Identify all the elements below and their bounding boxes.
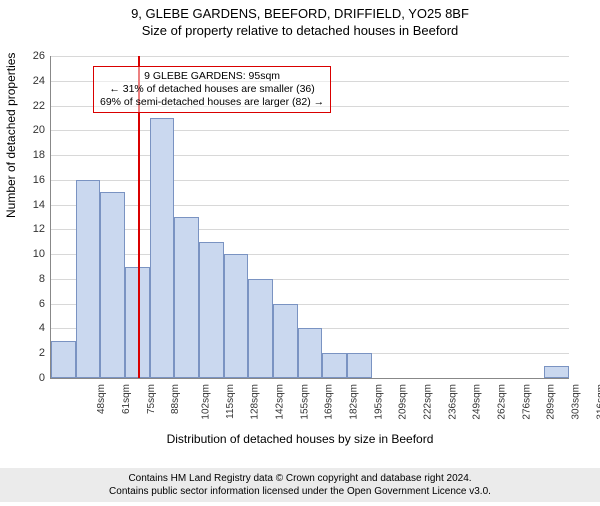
y-tick-label: 10 (5, 248, 45, 260)
histogram-bar (76, 180, 101, 378)
y-tick-label: 8 (5, 273, 45, 285)
histogram-bar (100, 192, 125, 378)
y-tick-label: 2 (5, 347, 45, 359)
x-tick-label: 102sqm (201, 384, 212, 420)
x-tick-label: 142sqm (275, 384, 286, 420)
x-tick-label: 48sqm (96, 384, 107, 414)
gridline (51, 56, 569, 57)
x-tick-label: 222sqm (423, 384, 434, 420)
gridline (51, 130, 569, 131)
gridline (51, 205, 569, 206)
x-tick-label: 169sqm (324, 384, 335, 420)
y-tick-label: 24 (5, 75, 45, 87)
histogram-bar (298, 328, 323, 378)
x-tick-label: 195sqm (373, 384, 384, 420)
x-tick-label: 182sqm (349, 384, 360, 420)
gridline (51, 229, 569, 230)
histogram-bar (224, 254, 249, 378)
histogram-bar (347, 353, 372, 378)
chart-container: 9 GLEBE GARDENS: 95sqm← 31% of detached … (0, 48, 600, 448)
histogram-bar (248, 279, 273, 378)
x-tick-label: 75sqm (146, 384, 157, 414)
y-tick-label: 14 (5, 199, 45, 211)
y-tick-label: 6 (5, 298, 45, 310)
y-tick-label: 26 (5, 50, 45, 62)
histogram-bar (273, 304, 298, 378)
histogram-bar (174, 217, 199, 378)
y-tick-label: 0 (5, 372, 45, 384)
histogram-bar (199, 242, 224, 378)
x-tick-label: 128sqm (250, 384, 261, 420)
x-tick-label: 249sqm (472, 384, 483, 420)
y-tick-label: 16 (5, 174, 45, 186)
x-tick-label: 289sqm (546, 384, 557, 420)
y-tick-label: 18 (5, 149, 45, 161)
y-tick-label: 4 (5, 322, 45, 334)
x-tick-label: 155sqm (299, 384, 310, 420)
x-tick-label: 88sqm (170, 384, 181, 414)
x-tick-label: 316sqm (595, 384, 600, 420)
annotation-smaller: ← 31% of detached houses are smaller (36… (100, 83, 324, 96)
histogram-bar (544, 366, 569, 378)
property-annotation: 9 GLEBE GARDENS: 95sqm← 31% of detached … (93, 66, 331, 113)
annotation-title: 9 GLEBE GARDENS: 95sqm (100, 70, 324, 83)
histogram-bar (51, 341, 76, 378)
histogram-bar (150, 118, 175, 378)
y-tick-label: 20 (5, 124, 45, 136)
x-tick-label: 276sqm (521, 384, 532, 420)
x-tick-label: 303sqm (571, 384, 582, 420)
footer-line-1: Contains HM Land Registry data © Crown c… (0, 472, 600, 485)
gridline (51, 254, 569, 255)
x-tick-label: 236sqm (447, 384, 458, 420)
x-tick-label: 61sqm (121, 384, 132, 414)
footer-attribution: Contains HM Land Registry data © Crown c… (0, 468, 600, 502)
gridline (51, 155, 569, 156)
x-axis-label: Distribution of detached houses by size … (0, 432, 600, 446)
x-tick-label: 209sqm (398, 384, 409, 420)
gridline (51, 180, 569, 181)
chart-title-sub: Size of property relative to detached ho… (0, 23, 600, 38)
y-tick-label: 12 (5, 223, 45, 235)
annotation-larger: 69% of semi-detached houses are larger (… (100, 96, 324, 109)
x-tick-label: 115sqm (225, 384, 236, 419)
chart-title-main: 9, GLEBE GARDENS, BEEFORD, DRIFFIELD, YO… (0, 6, 600, 21)
histogram-bar (322, 353, 347, 378)
footer-line-2: Contains public sector information licen… (0, 485, 600, 498)
y-tick-label: 22 (5, 100, 45, 112)
plot-area: 9 GLEBE GARDENS: 95sqm← 31% of detached … (50, 56, 569, 379)
x-tick-label: 262sqm (497, 384, 508, 420)
